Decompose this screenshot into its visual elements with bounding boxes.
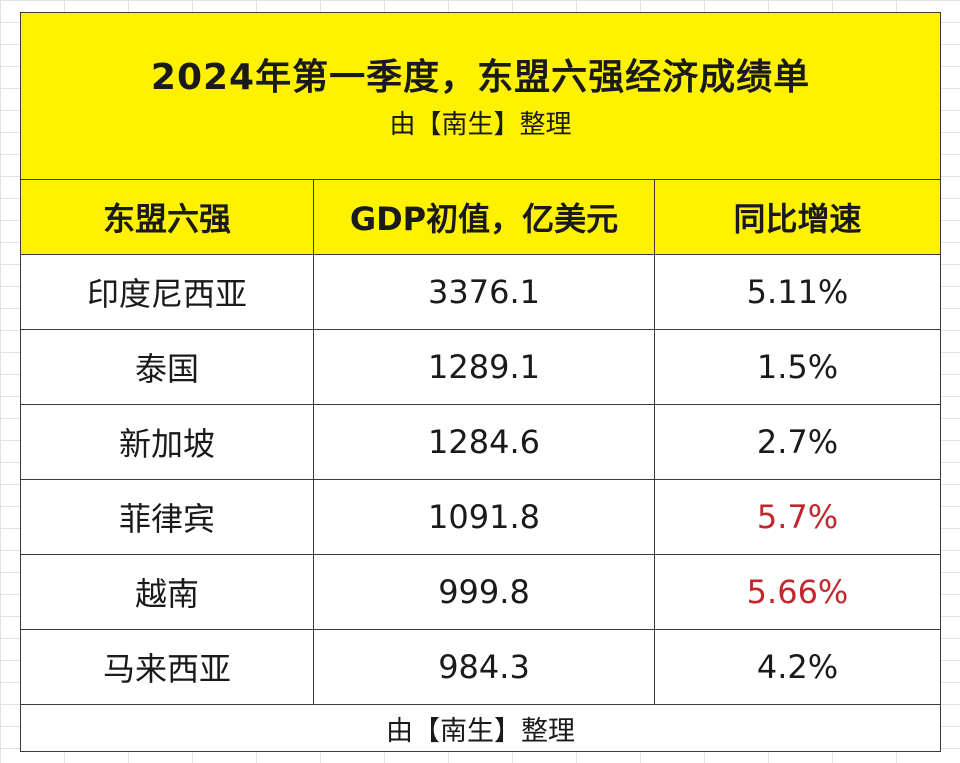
table-row: 越南 999.8 5.66% (20, 554, 942, 630)
table-row: 印度尼西亚 3376.1 5.11% (20, 254, 942, 330)
header-row: 东盟六强 GDP初值，亿美元 同比增速 (20, 179, 942, 255)
country-cell: 印度尼西亚 (20, 254, 314, 330)
table-row: 泰国 1289.1 1.5% (20, 329, 942, 405)
table-row: 新加坡 1284.6 2.7% (20, 404, 942, 480)
growth-cell: 4.2% (653, 629, 942, 705)
country-cell: 马来西亚 (20, 629, 314, 705)
column-header-country: 东盟六强 (20, 179, 314, 255)
column-header-growth: 同比增速 (653, 179, 942, 255)
table-subtitle: 由【南生】整理 (389, 109, 572, 140)
asean-gdp-table: 2024年第一季度，东盟六强经济成绩单 由【南生】整理 东盟六强 GDP初值，亿… (19, 12, 942, 752)
country-cell: 泰国 (20, 329, 314, 405)
gdp-cell: 1091.8 (313, 479, 655, 555)
country-cell: 菲律宾 (20, 479, 314, 555)
gdp-cell: 1284.6 (313, 404, 655, 480)
gdp-cell: 984.3 (313, 629, 655, 705)
gdp-cell: 999.8 (313, 554, 655, 630)
footer-note: 由【南生】整理 (19, 704, 942, 752)
country-cell: 新加坡 (20, 404, 314, 480)
growth-cell: 5.7% (653, 479, 942, 555)
table-title: 2024年第一季度，东盟六强经济成绩单 (150, 57, 811, 99)
growth-cell: 2.7% (653, 404, 942, 480)
growth-cell: 5.11% (653, 254, 942, 330)
title-cell: 2024年第一季度，东盟六强经济成绩单 由【南生】整理 (19, 12, 942, 180)
growth-cell: 5.66% (653, 554, 942, 630)
country-cell: 越南 (20, 554, 314, 630)
gdp-cell: 1289.1 (313, 329, 655, 405)
gdp-cell: 3376.1 (313, 254, 655, 330)
table-row: 菲律宾 1091.8 5.7% (20, 479, 942, 555)
table-row: 马来西亚 984.3 4.2% (20, 629, 942, 705)
growth-cell: 1.5% (653, 329, 942, 405)
column-header-gdp: GDP初值，亿美元 (313, 179, 655, 255)
